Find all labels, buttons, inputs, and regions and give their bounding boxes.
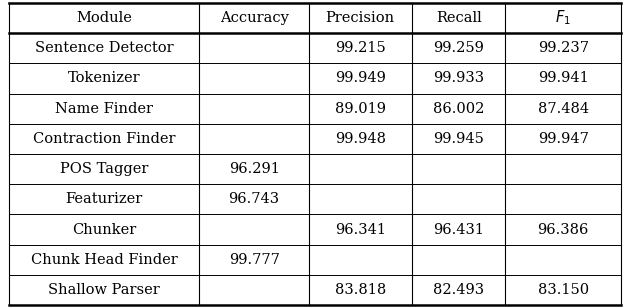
Text: Contraction Finder: Contraction Finder: [33, 132, 176, 146]
Text: 99.777: 99.777: [229, 253, 280, 267]
Text: 99.941: 99.941: [538, 71, 588, 85]
Text: 99.949: 99.949: [335, 71, 386, 85]
Text: Sentence Detector: Sentence Detector: [35, 41, 173, 55]
Text: POS Tagger: POS Tagger: [60, 162, 149, 176]
Text: Chunker: Chunker: [72, 223, 136, 237]
Text: Module: Module: [76, 11, 132, 25]
Text: 96.386: 96.386: [537, 223, 589, 237]
Text: 96.743: 96.743: [229, 192, 280, 206]
Text: 99.947: 99.947: [538, 132, 588, 146]
Text: 99.259: 99.259: [433, 41, 484, 55]
Text: 99.933: 99.933: [433, 71, 484, 85]
Text: $\mathit{F}_1$: $\mathit{F}_1$: [555, 9, 571, 27]
Text: 96.291: 96.291: [229, 162, 280, 176]
Text: 96.431: 96.431: [433, 223, 484, 237]
Text: 99.215: 99.215: [335, 41, 386, 55]
Text: 87.484: 87.484: [537, 102, 589, 116]
Text: 82.493: 82.493: [433, 283, 484, 297]
Text: 83.818: 83.818: [335, 283, 386, 297]
Text: 99.945: 99.945: [433, 132, 484, 146]
Text: 99.237: 99.237: [538, 41, 588, 55]
Text: 89.019: 89.019: [335, 102, 386, 116]
Text: 83.150: 83.150: [537, 283, 589, 297]
Text: Chunk Head Finder: Chunk Head Finder: [31, 253, 178, 267]
Text: Featurizer: Featurizer: [66, 192, 143, 206]
Text: Tokenizer: Tokenizer: [68, 71, 140, 85]
Text: Shallow Parser: Shallow Parser: [49, 283, 160, 297]
Text: Accuracy: Accuracy: [220, 11, 289, 25]
Text: 96.341: 96.341: [335, 223, 386, 237]
Text: Recall: Recall: [436, 11, 481, 25]
Text: Name Finder: Name Finder: [55, 102, 153, 116]
Text: Precision: Precision: [326, 11, 395, 25]
Text: 86.002: 86.002: [433, 102, 484, 116]
Text: 99.948: 99.948: [335, 132, 386, 146]
